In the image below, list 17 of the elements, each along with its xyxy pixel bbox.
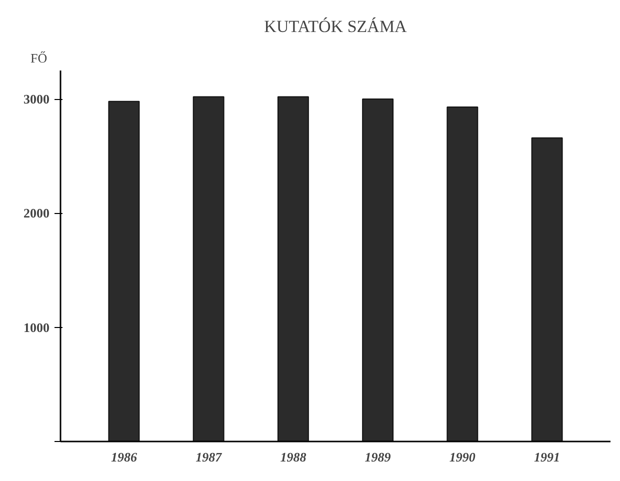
y-tick-label: 2000 — [24, 206, 50, 221]
x-tick-label: 1987 — [196, 450, 222, 464]
y-tick-label: 3000 — [24, 92, 50, 107]
bar — [362, 98, 394, 442]
bar — [277, 96, 309, 442]
y-axis-title: FŐ — [30, 50, 48, 66]
y-tick-label: 1000 — [24, 320, 50, 335]
x-tick-label: 1989 — [364, 450, 392, 464]
bar — [108, 100, 140, 442]
bar — [446, 106, 478, 442]
bar — [192, 96, 224, 442]
x-tick-label: 1991 — [534, 450, 560, 464]
bar — [531, 137, 563, 442]
x-tick-label: 1988 — [280, 450, 307, 464]
x-tick-label: 1986 — [110, 450, 138, 464]
x-tick-label: 1990 — [449, 450, 476, 464]
chart-title: KUTATÓK SZÁMA — [264, 17, 408, 36]
